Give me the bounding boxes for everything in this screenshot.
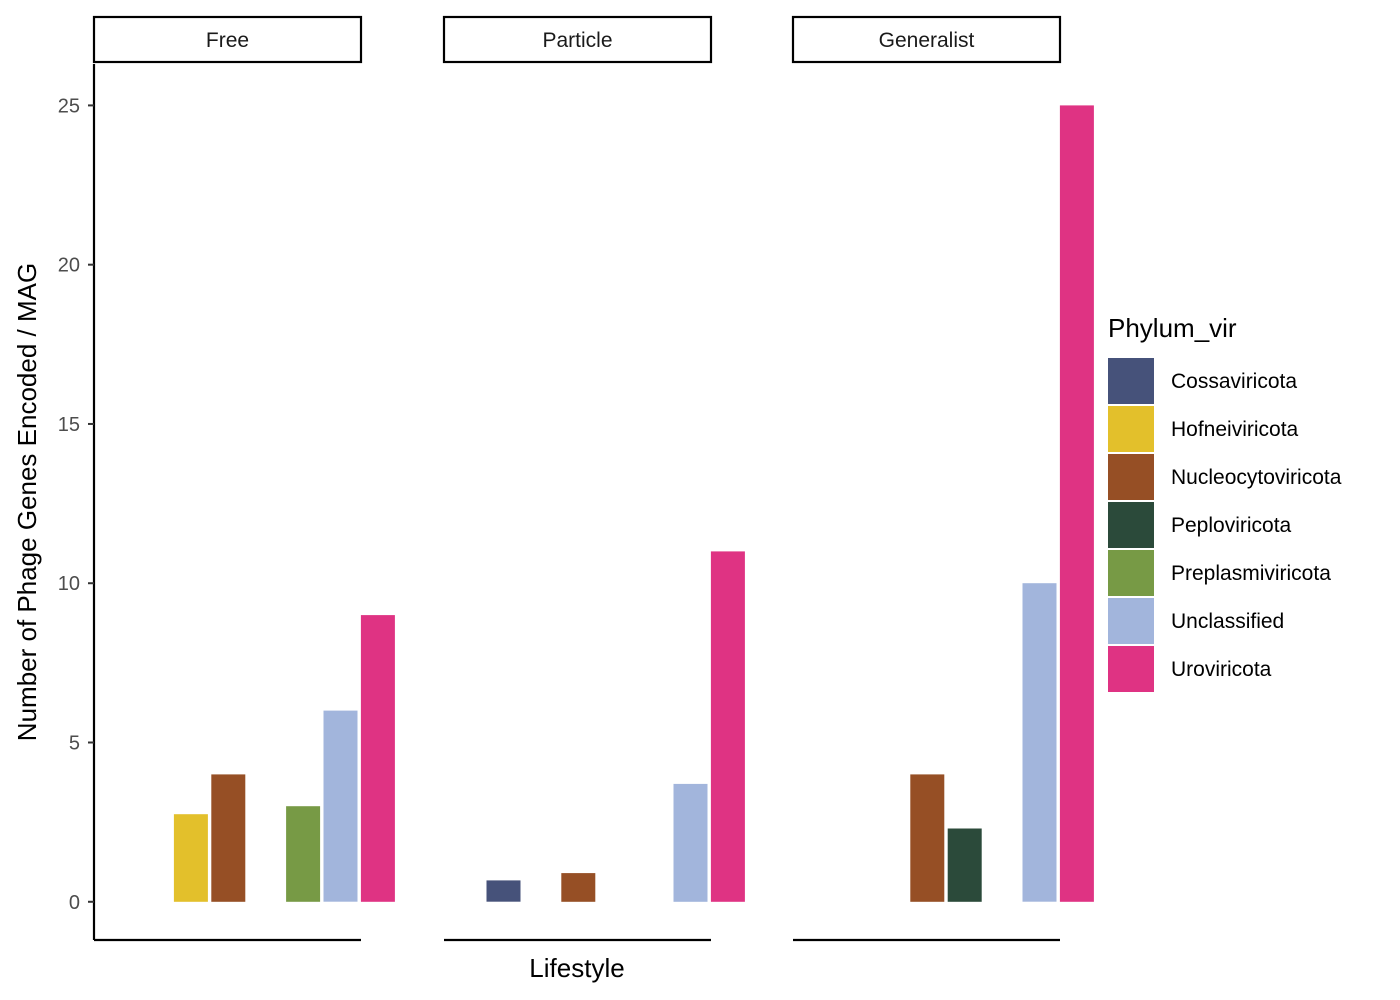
bar-particle-cossaviricota (486, 880, 521, 902)
legend-swatch (1108, 358, 1154, 404)
y-tick-label: 0 (69, 892, 80, 914)
bar-generalist-nucleocytoviricota (910, 774, 945, 902)
legend-item: Cossaviricota (1108, 358, 1297, 404)
legend-item: Peploviricota (1108, 502, 1292, 548)
legend-item: Uroviricota (1108, 646, 1272, 692)
bar-free-hofneiviricota (173, 814, 208, 902)
legend-label: Uroviricota (1171, 658, 1272, 681)
bar-particle-nucleocytoviricota (561, 873, 596, 902)
legend-label: Cossaviricota (1171, 370, 1297, 393)
bar-generalist-uroviricota (1059, 105, 1094, 902)
facet-strip-label: Particle (542, 29, 612, 52)
y-axis-title: Number of Phage Genes Encoded / MAG (12, 263, 42, 741)
legend-swatch (1108, 598, 1154, 644)
facet-strip-label: Generalist (879, 29, 975, 52)
legend-label: Nucleocytoviricota (1171, 466, 1342, 489)
legend-swatch (1108, 646, 1154, 692)
bar-free-preplasmiviricota (286, 806, 321, 902)
y-tick-label: 5 (69, 733, 80, 755)
legend-item: Nucleocytoviricota (1108, 454, 1342, 500)
bar-free-nucleocytoviricota (211, 774, 246, 902)
facet-panel-particle: Particle (442, 15, 745, 942)
bar-free-unclassified (323, 710, 358, 902)
legend-items: Cossaviricota Hofneiviricota Nucleocytovir… (1108, 358, 1342, 692)
legend-swatch (1108, 454, 1154, 500)
bar-particle-unclassified (673, 783, 708, 902)
legend-label: Unclassified (1171, 610, 1284, 633)
legend-swatch (1108, 406, 1154, 452)
legend-item: Unclassified (1108, 598, 1284, 644)
legend-item: Hofneiviricota (1108, 406, 1299, 452)
y-tick-label: 20 (58, 255, 80, 277)
legend-swatch (1108, 502, 1154, 548)
bar-generalist-peploviricota (947, 828, 982, 902)
legend: Phylum_vir Cossaviricota Hofneiviricota Nu… (1108, 313, 1342, 692)
facet-panel-generalist: Generalist (791, 15, 1094, 942)
x-axis-title: Lifestyle (529, 953, 624, 983)
facet-strip (442, 15, 713, 64)
facet-panels: Free Particle Generalist (92, 15, 1094, 942)
legend-item: Preplasmiviricota (1108, 550, 1331, 596)
y-tick-label: 25 (58, 95, 80, 117)
facet-strip (92, 15, 363, 64)
legend-label: Hofneiviricota (1171, 418, 1299, 441)
facet-panel-free: Free (92, 15, 395, 942)
facet-strip (791, 15, 1062, 64)
y-axis: 0 5 10 15 20 25 (58, 64, 96, 940)
legend-label: Peploviricota (1171, 514, 1292, 537)
bar-particle-uroviricota (710, 551, 745, 902)
legend-title: Phylum_vir (1108, 313, 1237, 343)
y-tick-label: 10 (58, 573, 80, 595)
facet-strip-label: Free (206, 29, 249, 52)
bar-generalist-unclassified (1022, 583, 1057, 902)
bar-free-uroviricota (360, 615, 395, 902)
legend-swatch (1108, 550, 1154, 596)
y-tick-label: 15 (58, 414, 80, 436)
legend-label: Preplasmiviricota (1171, 562, 1331, 585)
